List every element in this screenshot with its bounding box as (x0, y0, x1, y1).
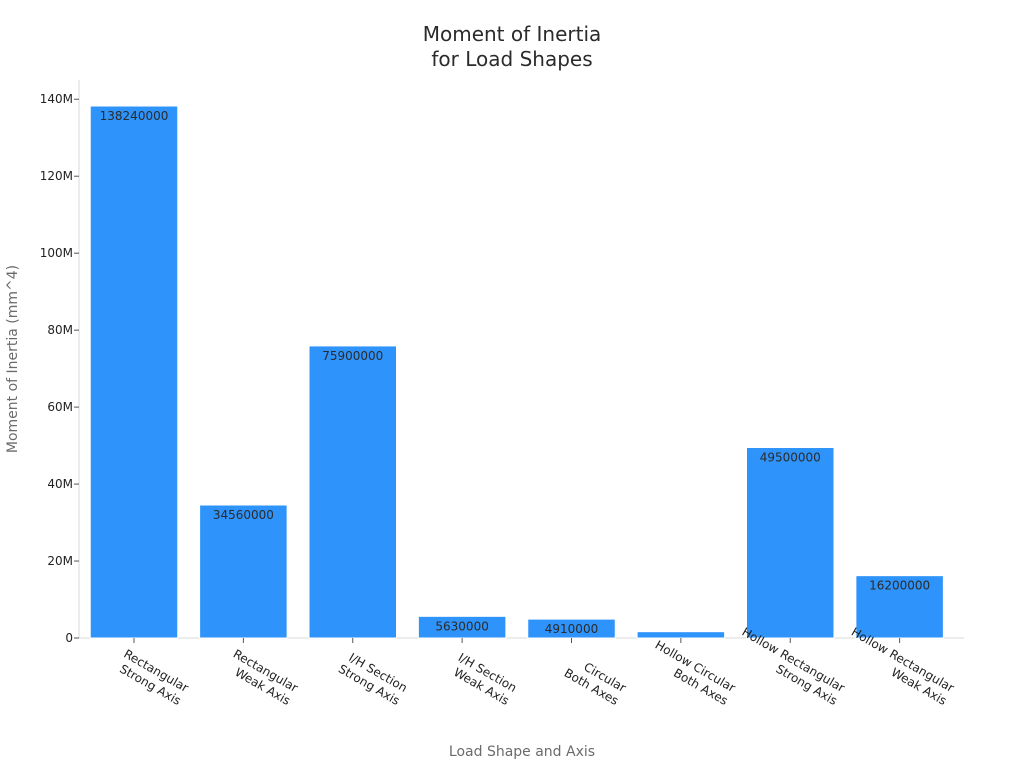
y-tick-label: 40M (47, 477, 73, 491)
data-labels: 138240000 34560000 75900000 5630000 4910000 4… (100, 109, 931, 636)
bar (636, 631, 726, 639)
x-tick-label: CircularBoth Axes (562, 653, 629, 708)
y-tick-label: 80M (47, 323, 73, 337)
y-tick-label: 0 (65, 631, 73, 645)
y-tick-label: 120M (40, 169, 73, 183)
bars (89, 105, 944, 639)
x-tick-label: I/H SectionWeak Axis (448, 650, 519, 708)
x-tick-label: Hollow CircularBoth Axes (645, 638, 738, 708)
x-axis-title: Load Shape and Axis (449, 744, 595, 760)
x-tick-label: RectangularStrong Axis (114, 647, 191, 708)
x-tick-label: RectangularWeak Axis (223, 647, 300, 708)
y-tick-label: 140M (40, 92, 73, 106)
y-tick-label: 20M (47, 554, 73, 568)
bar-value-label: 16200000 (869, 579, 930, 593)
bar (746, 447, 835, 639)
bar-value-label: 75900000 (322, 349, 383, 363)
bar-value-label: 5630000 (435, 619, 488, 633)
y-axis-title: Moment of Inertia (mm^4) (5, 265, 21, 453)
y-axis-ticks: 0 20M 40M 60M 80M 100M 120M 140M (40, 92, 79, 645)
bar-value-label: 34560000 (213, 508, 274, 522)
bar (199, 504, 288, 639)
bar-value-label: 138240000 (100, 109, 169, 123)
chart-title-line: for Load Shapes (431, 47, 592, 71)
x-tick-label: I/H SectionStrong Axis (336, 649, 410, 708)
y-tick-label: 100M (40, 246, 73, 260)
chart-title-line: Moment of Inertia (423, 22, 602, 46)
bar (308, 345, 397, 639)
bar-value-label: 4910000 (545, 622, 598, 636)
bar-value-label: 49500000 (760, 451, 821, 465)
y-tick-label: 60M (47, 400, 73, 414)
bar (89, 105, 179, 639)
